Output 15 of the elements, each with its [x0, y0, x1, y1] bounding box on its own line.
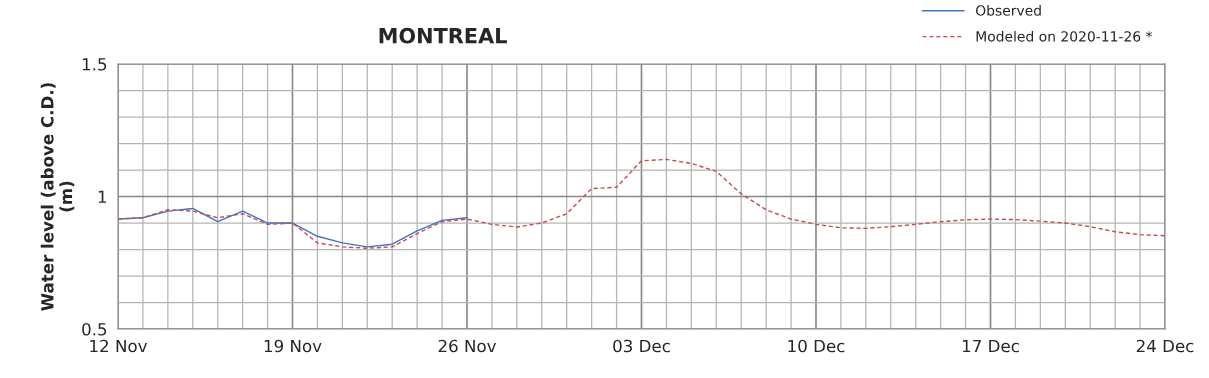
x-tick-label: 12 Nov [90, 339, 148, 353]
y-axis-title: Water level (above C.D.) (m) [40, 83, 75, 311]
legend-label: Observed [976, 4, 1041, 16]
y-tick-label: 0.5 [82, 322, 107, 336]
y-tick-label: 1 [98, 190, 107, 203]
chart-title: MONTREAL [379, 27, 507, 44]
x-tick-label: 17 Dec [962, 339, 1019, 353]
y-tick-label: 1.5 [82, 58, 107, 71]
x-tick-label: 10 Dec [788, 339, 845, 353]
x-tick-label: 24 Dec [1136, 339, 1194, 353]
line-series [118, 158, 1165, 249]
x-tick-label: 19 Nov [264, 339, 322, 353]
x-tick-label: 26 Nov [438, 339, 497, 353]
x-tick-label: 03 Dec [613, 339, 670, 353]
legend-label: Modeled on 2020-11-26 * [976, 30, 1153, 42]
